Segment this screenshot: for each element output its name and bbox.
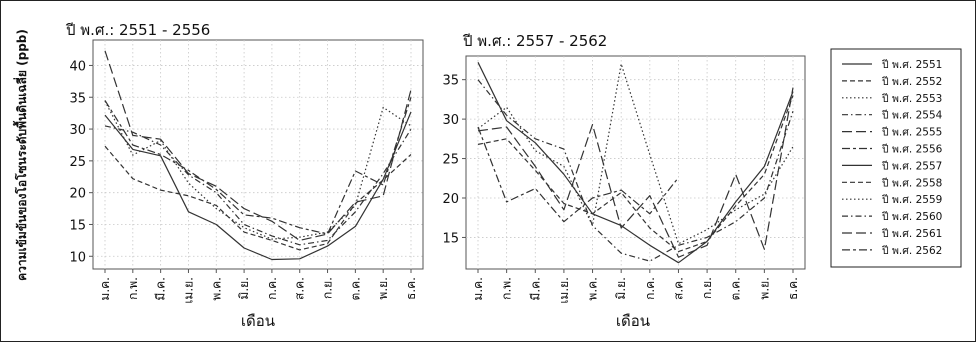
x-tick-label: ก.พ. xyxy=(500,277,514,300)
x-tick-label: เม.ย. xyxy=(181,277,195,304)
x-tick-label: ส.ค. xyxy=(293,277,307,300)
x-tick-label: ก.ย. xyxy=(321,277,335,299)
legend-label: ปี พ.ศ. 2561 xyxy=(882,227,943,240)
y-tick-label: 15 xyxy=(442,231,459,246)
legend-label: ปี พ.ศ. 2559 xyxy=(882,193,943,206)
x-tick-label: ต.ค. xyxy=(729,277,743,300)
x-axis-label: เดือน xyxy=(241,312,275,330)
legend-label: ปี พ.ศ. 2558 xyxy=(882,176,943,189)
x-tick-label: ม.ค. xyxy=(98,277,112,301)
y-tick-label: 30 xyxy=(442,113,459,128)
x-axis-label: เดือน xyxy=(616,312,650,330)
x-tick-label: ธ.ค. xyxy=(404,277,418,300)
x-tick-label: ก.พ. xyxy=(126,277,140,300)
series-line xyxy=(477,126,679,223)
y-tick-label: 30 xyxy=(69,123,86,138)
legend-label: ปี พ.ศ. 2562 xyxy=(882,244,943,257)
y-tick-label: 25 xyxy=(69,155,86,170)
legend-label: ปี พ.ศ. 2555 xyxy=(882,126,943,139)
y-tick-label: 25 xyxy=(442,153,459,168)
chart-title: ปี พ.ศ.: 2551 - 2556 xyxy=(65,21,210,39)
legend-label: ปี พ.ศ. 2552 xyxy=(882,75,943,88)
legend-label: ปี พ.ศ. 2556 xyxy=(882,143,943,156)
y-tick-label: 15 xyxy=(69,218,86,233)
grid-lines xyxy=(93,40,423,269)
y-tick-label: 20 xyxy=(442,192,459,207)
x-tick-label: พ.ค. xyxy=(209,277,223,301)
series-line xyxy=(477,95,794,253)
x-tick-label: ส.ค. xyxy=(671,277,685,300)
x-ticks: ม.ค. ก.พ. มี.ค. เม.ย. พ.ค. มิ.ย. ก.ค. ส.ค. ก.ย. ต… xyxy=(98,269,418,304)
series-line xyxy=(104,100,412,240)
y-ticks: 15 20 25 30 35 xyxy=(442,74,466,246)
x-tick-label: พ.ย. xyxy=(376,277,390,300)
y-tick-label: 35 xyxy=(442,74,459,89)
legend-label: ปี พ.ศ. 2553 xyxy=(882,92,943,105)
chart-panel-2557-2562: ปี พ.ศ.: 2557 - 2562 15 20 25 30 35 ม.ค. ก.พ.… xyxy=(442,32,806,330)
series-line xyxy=(477,62,794,264)
chart-panel-2551-2556: ปี พ.ศ.: 2551 - 2556 10 15 20 25 30 35 40 ม.ค.… xyxy=(65,21,424,330)
grid-lines xyxy=(466,56,805,269)
series-lines xyxy=(477,62,794,264)
x-ticks: ม.ค. ก.พ. มี.ค. เม.ย. พ.ค. มิ.ย. ก.ค. ส.ค. ก.ย. ต… xyxy=(471,269,800,304)
x-tick-label: ม.ค. xyxy=(471,277,485,301)
y-tick-label: 40 xyxy=(69,59,86,74)
x-tick-label: เม.ย. xyxy=(557,277,571,304)
y-tick-label: 20 xyxy=(69,187,86,202)
plot-area xyxy=(92,39,424,270)
y-tick-label: 35 xyxy=(69,91,86,106)
x-tick-label: มิ.ย. xyxy=(614,277,628,300)
y-ticks: 10 15 20 25 30 35 40 xyxy=(69,59,93,265)
x-tick-label: มี.ค. xyxy=(528,277,542,301)
legend: ปี พ.ศ. 2551 ปี พ.ศ. 2552 ปี พ.ศ. 2553 ปี พ… xyxy=(830,48,962,268)
legend-label: ปี พ.ศ. 2551 xyxy=(882,58,943,71)
y-axis-label: ความเข้มข้นของโอโซนระดับพื้นดินเฉลี่ย (p… xyxy=(12,29,29,281)
legend-label: ปี พ.ศ. 2560 xyxy=(882,210,943,223)
series-lines xyxy=(104,50,412,261)
x-tick-label: มิ.ย. xyxy=(237,277,251,300)
x-tick-label: พ.ย. xyxy=(757,277,771,300)
y-tick-label: 10 xyxy=(69,250,86,265)
x-tick-label: ต.ค. xyxy=(348,277,362,300)
series-line xyxy=(104,145,412,251)
series-line xyxy=(477,79,794,262)
plot-area xyxy=(465,55,806,270)
x-tick-label: ก.ย. xyxy=(700,277,714,299)
legend-box xyxy=(830,48,962,268)
x-tick-label: ธ.ค. xyxy=(786,277,800,300)
chart-title: ปี พ.ศ.: 2557 - 2562 xyxy=(462,32,607,50)
x-tick-label: มี.ค. xyxy=(154,277,168,301)
x-tick-label: ก.ค. xyxy=(643,277,657,300)
legend-label: ปี พ.ศ. 2557 xyxy=(882,159,943,172)
series-line xyxy=(104,97,412,235)
series-line xyxy=(104,125,412,246)
series-line xyxy=(104,50,412,241)
legend-label: ปี พ.ศ. 2554 xyxy=(882,109,943,122)
x-tick-label: ก.ค. xyxy=(265,277,279,300)
x-tick-label: พ.ค. xyxy=(586,277,600,301)
series-line xyxy=(104,111,412,261)
